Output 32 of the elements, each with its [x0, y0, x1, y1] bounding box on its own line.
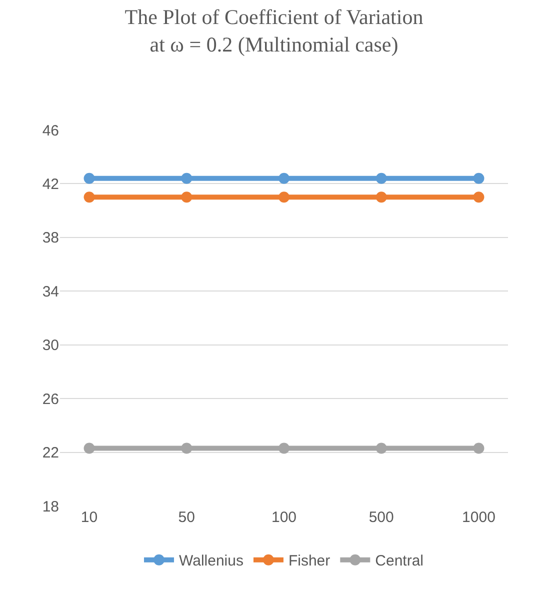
point — [473, 442, 484, 454]
y-tick-label: 46 — [42, 122, 59, 140]
chart-title: The Plot of Coefficient of Variation at ω = 0.2 (Multinomial case) — [124, 5, 424, 57]
point — [376, 442, 387, 454]
point — [473, 172, 484, 184]
x-tick-label: 100 — [271, 509, 297, 526]
point — [278, 172, 290, 184]
x-tick-label: 1000 — [462, 509, 496, 526]
point — [181, 172, 192, 184]
y-tick-label: 18 — [42, 498, 59, 516]
point — [181, 192, 192, 203]
x-tick-label: 500 — [368, 509, 394, 526]
point — [84, 192, 95, 203]
point — [376, 192, 387, 203]
x-tick-label: 50 — [178, 509, 195, 526]
point — [473, 192, 484, 203]
point — [84, 442, 95, 454]
point — [181, 442, 192, 454]
y-tick-label: 42 — [42, 176, 59, 193]
y-tick-label: 30 — [42, 337, 59, 354]
legend-label: Central — [375, 552, 424, 570]
y-tick-label: 34 — [42, 283, 59, 300]
y-tick-label: 38 — [42, 230, 59, 247]
y-tick-label: 22 — [42, 444, 59, 462]
point — [376, 172, 387, 184]
point — [278, 442, 290, 454]
y-tick-label: 26 — [42, 390, 59, 408]
legend-label: Wallenius — [179, 552, 244, 570]
legend-label: Fisher — [288, 552, 330, 570]
point — [84, 172, 95, 184]
point — [278, 192, 290, 203]
x-tick-label: 10 — [80, 509, 98, 526]
